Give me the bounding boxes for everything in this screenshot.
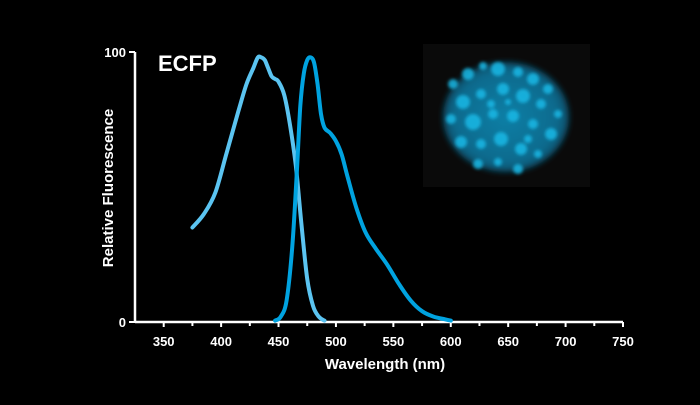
x-tick-label: 400	[210, 334, 232, 349]
nucleus-spot	[476, 139, 486, 149]
x-tick-label: 550	[383, 334, 405, 349]
y-tick-label: 0	[119, 315, 126, 330]
y-tick-label: 100	[104, 45, 126, 60]
axes	[133, 52, 623, 324]
nucleus-spot	[497, 83, 509, 95]
nucleus-spot	[462, 68, 474, 80]
nucleus-spot	[515, 143, 527, 155]
x-tick-label: 500	[325, 334, 347, 349]
x-tick-label: 450	[268, 334, 290, 349]
y-axis-title: Relative Fluorescence	[100, 109, 117, 267]
nucleus-spot	[473, 159, 483, 169]
x-axis-title: Wavelength (nm)	[325, 356, 445, 373]
nucleus-spot	[554, 110, 562, 118]
nucleus-spot	[524, 135, 532, 143]
x-tick-label: 350	[153, 334, 175, 349]
nucleus-spot	[527, 73, 539, 85]
nucleus-spot	[448, 79, 458, 89]
nucleus-spot	[491, 62, 505, 76]
nucleus-spot	[516, 89, 530, 103]
x-tick-label: 650	[497, 334, 519, 349]
nucleus-spot	[513, 67, 523, 77]
series	[190, 54, 453, 323]
x-ticks: 350 400 450 500 550 600 650 700 750	[153, 322, 634, 349]
excitation-curve	[190, 54, 327, 323]
nucleus-spot	[487, 100, 495, 108]
x-tick-label: 750	[612, 334, 634, 349]
nucleus-spot	[465, 114, 481, 130]
nucleus-spot	[536, 99, 546, 109]
nucleus-spot	[494, 158, 502, 166]
nucleus-spot	[476, 89, 486, 99]
nucleus-spot	[479, 62, 487, 70]
nucleus-spot	[545, 128, 557, 140]
emission-curve	[273, 55, 453, 323]
chart-title: ECFP	[158, 51, 217, 76]
x-tick-label: 700	[555, 334, 577, 349]
nucleus-spot	[528, 119, 538, 129]
nucleus-spot	[446, 114, 456, 124]
nucleus-spot	[455, 136, 467, 148]
nucleus-spot	[494, 132, 508, 146]
nucleus-spot	[543, 84, 553, 94]
cell-nucleus-image	[423, 44, 590, 187]
y-ticks: 0 100	[104, 45, 135, 330]
nucleus-spot	[513, 164, 523, 174]
nucleus-spot	[488, 109, 498, 119]
nucleus-spot	[505, 99, 511, 105]
x-tick-label: 600	[440, 334, 462, 349]
nucleus-spot	[507, 110, 519, 122]
nucleus-spot	[456, 95, 470, 109]
nucleus-spot	[534, 150, 542, 158]
